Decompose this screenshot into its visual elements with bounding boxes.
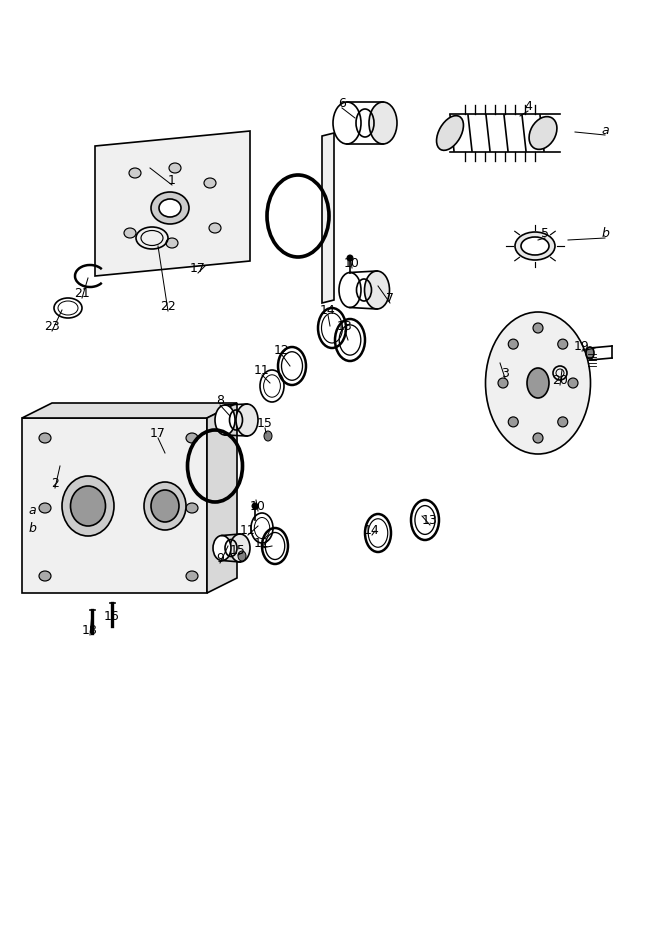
Ellipse shape xyxy=(151,490,179,522)
Ellipse shape xyxy=(169,163,181,173)
Ellipse shape xyxy=(485,312,591,454)
Ellipse shape xyxy=(529,116,557,149)
Text: 13: 13 xyxy=(337,320,353,332)
Ellipse shape xyxy=(527,368,549,398)
Ellipse shape xyxy=(124,228,136,238)
Ellipse shape xyxy=(215,405,235,435)
Ellipse shape xyxy=(159,199,181,217)
Text: 21: 21 xyxy=(74,286,90,299)
Text: b: b xyxy=(28,522,36,535)
Ellipse shape xyxy=(533,433,543,443)
Ellipse shape xyxy=(209,223,221,233)
Text: 17: 17 xyxy=(190,262,206,275)
Polygon shape xyxy=(95,131,250,276)
Text: 20: 20 xyxy=(552,373,568,386)
Ellipse shape xyxy=(369,102,397,144)
Ellipse shape xyxy=(568,378,578,388)
Text: 11: 11 xyxy=(240,523,256,537)
Ellipse shape xyxy=(39,503,51,513)
Ellipse shape xyxy=(437,115,464,150)
Ellipse shape xyxy=(62,476,114,536)
Ellipse shape xyxy=(204,178,216,188)
Text: 17: 17 xyxy=(150,427,166,440)
Ellipse shape xyxy=(213,536,231,561)
Ellipse shape xyxy=(508,416,518,427)
Text: 12: 12 xyxy=(254,537,270,550)
Ellipse shape xyxy=(144,482,186,530)
Text: 1: 1 xyxy=(168,174,176,187)
Text: 12: 12 xyxy=(274,343,290,356)
Ellipse shape xyxy=(166,238,178,248)
Ellipse shape xyxy=(264,431,272,441)
Text: 11: 11 xyxy=(254,364,270,376)
Polygon shape xyxy=(207,403,237,593)
Text: 14: 14 xyxy=(320,304,336,316)
Text: a: a xyxy=(601,124,609,137)
Text: 4: 4 xyxy=(524,99,532,113)
Ellipse shape xyxy=(252,503,258,509)
Text: 3: 3 xyxy=(501,367,509,380)
Ellipse shape xyxy=(558,340,568,349)
Text: 10: 10 xyxy=(344,256,360,269)
Polygon shape xyxy=(22,403,237,418)
Text: 19: 19 xyxy=(574,340,590,353)
Text: 15: 15 xyxy=(257,416,273,430)
Polygon shape xyxy=(322,133,334,303)
Ellipse shape xyxy=(508,340,518,349)
Text: 2: 2 xyxy=(51,477,59,490)
Ellipse shape xyxy=(498,378,508,388)
Text: b: b xyxy=(601,226,609,239)
Text: 9: 9 xyxy=(216,552,224,565)
Text: 5: 5 xyxy=(541,226,549,239)
Ellipse shape xyxy=(558,416,568,427)
Ellipse shape xyxy=(347,255,353,261)
Text: 14: 14 xyxy=(364,523,380,537)
Text: 7: 7 xyxy=(386,292,394,305)
Ellipse shape xyxy=(186,503,198,513)
Ellipse shape xyxy=(238,551,246,561)
Ellipse shape xyxy=(186,433,198,443)
Ellipse shape xyxy=(236,404,258,436)
Ellipse shape xyxy=(515,232,555,260)
Ellipse shape xyxy=(151,192,189,224)
Ellipse shape xyxy=(339,273,361,308)
Ellipse shape xyxy=(333,102,361,144)
Ellipse shape xyxy=(186,571,198,581)
Ellipse shape xyxy=(71,486,106,526)
Text: 8: 8 xyxy=(216,394,224,406)
Text: 22: 22 xyxy=(160,299,176,312)
Ellipse shape xyxy=(39,433,51,443)
Ellipse shape xyxy=(364,271,390,309)
Text: 16: 16 xyxy=(104,610,120,623)
Ellipse shape xyxy=(533,323,543,333)
Text: 10: 10 xyxy=(250,500,266,512)
Text: 23: 23 xyxy=(44,320,60,332)
Ellipse shape xyxy=(230,534,250,562)
Ellipse shape xyxy=(129,168,141,178)
Text: 18: 18 xyxy=(82,624,98,637)
Polygon shape xyxy=(22,418,207,593)
Text: 6: 6 xyxy=(338,97,346,110)
Text: a: a xyxy=(28,504,36,517)
Ellipse shape xyxy=(521,237,549,255)
Text: 15: 15 xyxy=(230,543,246,556)
Ellipse shape xyxy=(39,571,51,581)
Text: 13: 13 xyxy=(422,513,438,526)
Ellipse shape xyxy=(586,347,594,359)
